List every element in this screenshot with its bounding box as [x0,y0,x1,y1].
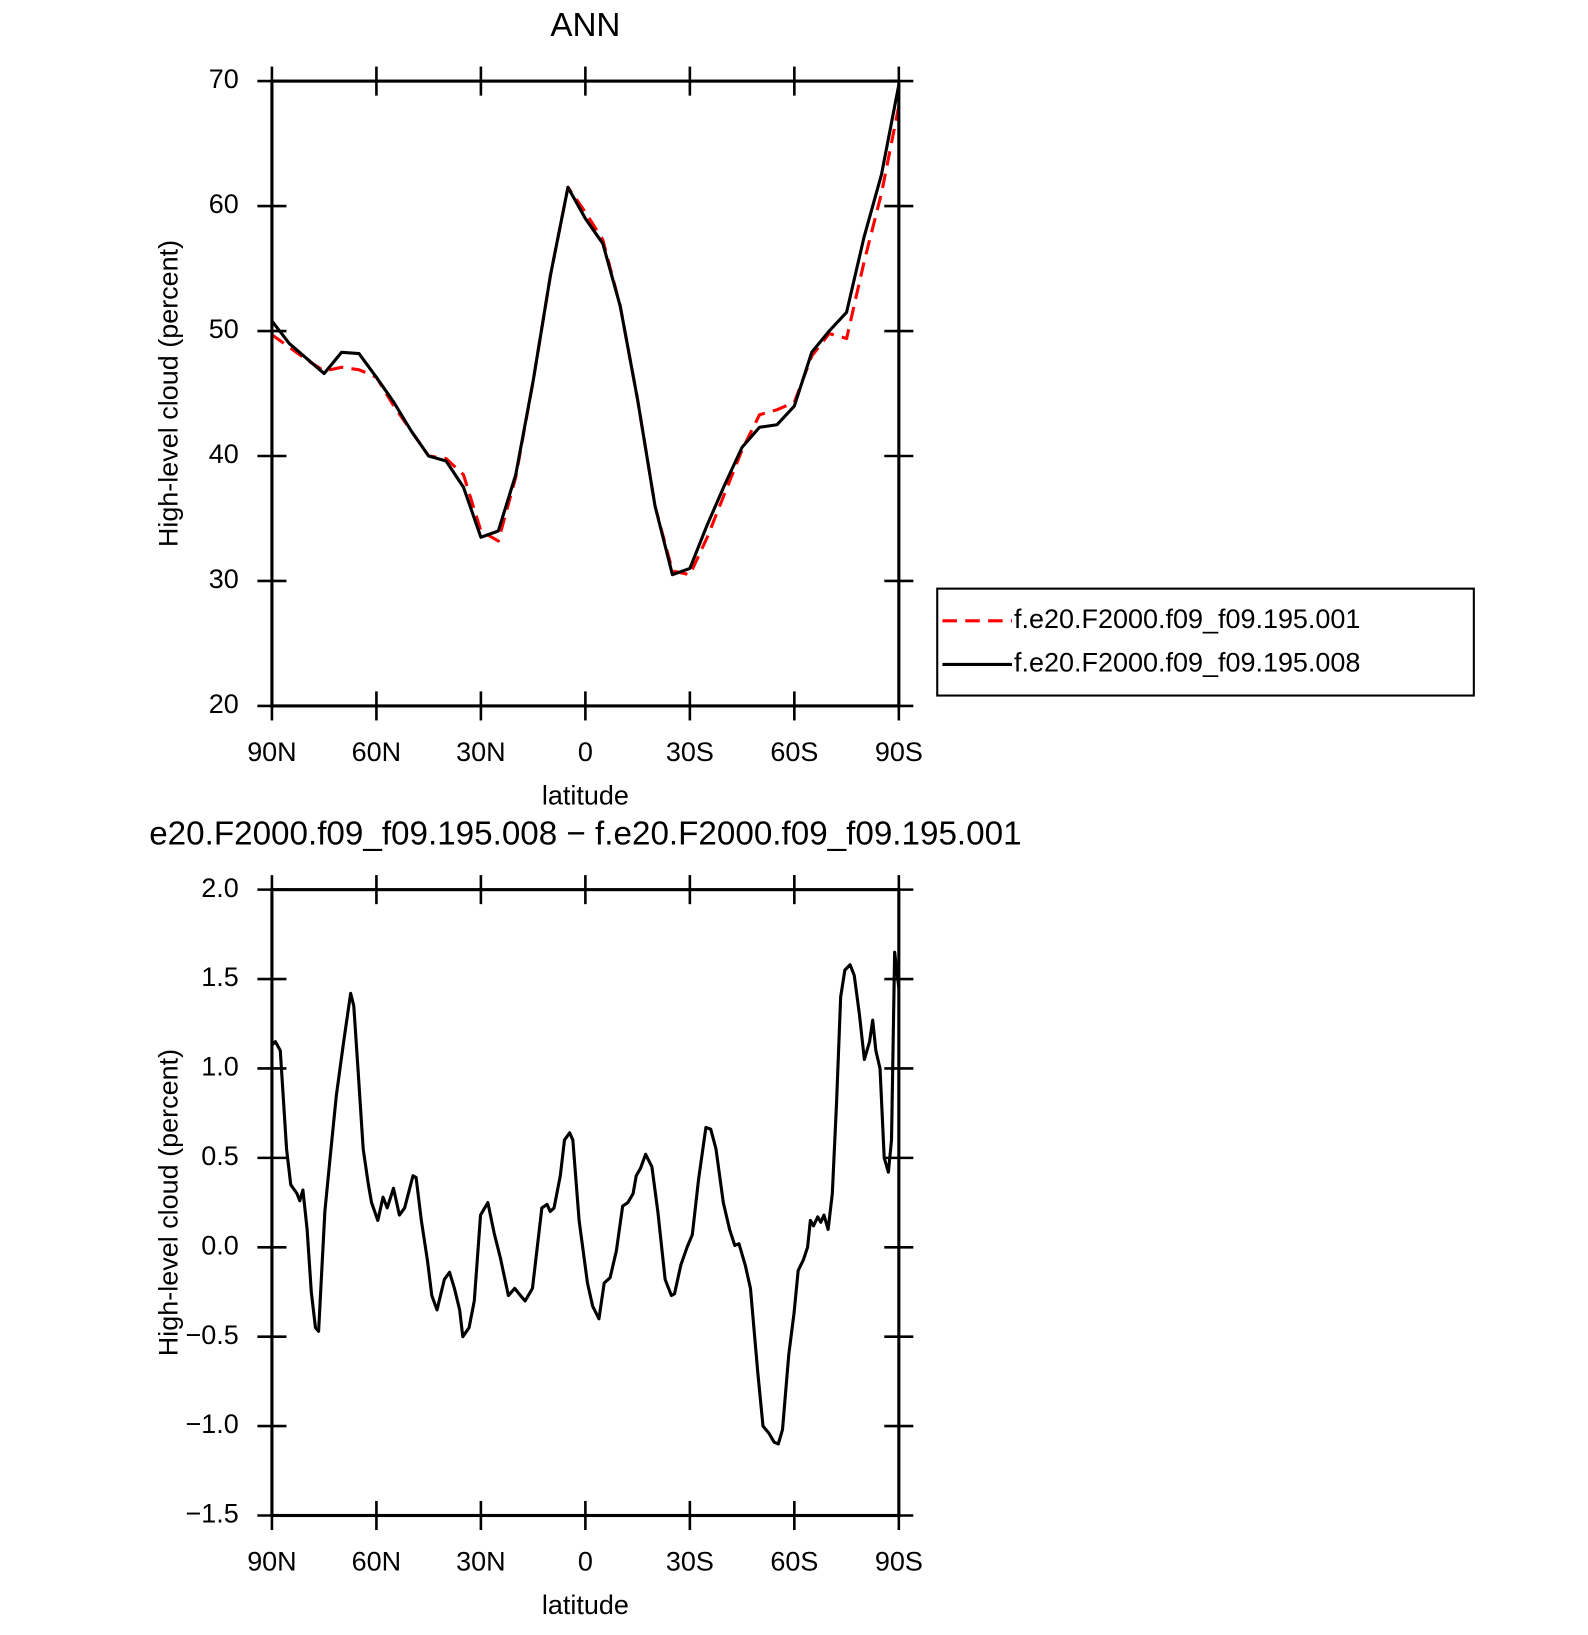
y-tick-label: −0.5 [185,1320,238,1350]
data-line [270,84,901,577]
data-line [271,105,901,577]
legend-label: f.e20.F2000.f09_f09.195.001 [1014,604,1360,634]
x-tick-label: 90N [247,1546,296,1576]
x-tick-label: 60N [352,737,401,767]
legend-box [936,587,1475,697]
x-tick-label: 30N [456,1546,505,1576]
x-tick-label: 60N [352,1546,401,1576]
chart-title: ANN [550,7,620,44]
y-tick-label: 70 [209,64,239,94]
x-axis-label: latitude [542,780,629,810]
plot-frame [270,79,901,708]
x-tick-label: 0 [578,1546,593,1576]
x-tick-label: 60S [770,1546,818,1576]
y-tick-label: 50 [209,314,239,344]
y-tick-label: 30 [209,564,239,594]
x-tick-label: 90S [875,1546,923,1576]
y-tick-label: 0.0 [201,1230,239,1260]
y-tick-label: −1.0 [185,1409,238,1439]
x-axis-label: latitude [542,1590,629,1620]
x-tick-label: 60S [770,737,818,767]
data-line [270,950,901,1446]
y-tick-label: 40 [209,439,239,469]
y-tick-label: 60 [209,189,239,219]
y-tick-label: 2.0 [201,873,239,903]
y-axis-label: High-level cloud (percent) [153,240,183,547]
x-tick-label: 0 [578,737,593,767]
y-tick-label: 1.5 [201,962,239,992]
y-tick-label: 20 [209,689,239,719]
x-tick-label: 30S [666,737,714,767]
chart-title: e20.F2000.f09_f09.195.008 − f.e20.F2000.… [149,815,1021,852]
y-axis-label: High-level cloud (percent) [153,1049,183,1356]
plot-frame [270,888,901,1518]
y-tick-label: 0.5 [201,1141,239,1171]
y-tick-label: 1.0 [201,1052,239,1082]
x-tick-label: 30S [666,1546,714,1576]
x-tick-label: 30N [456,737,505,767]
y-tick-label: −1.5 [185,1499,238,1529]
x-tick-label: 90N [247,737,296,767]
legend-label: f.e20.F2000.f09_f09.195.008 [1014,648,1360,678]
x-tick-label: 90S [875,737,923,767]
